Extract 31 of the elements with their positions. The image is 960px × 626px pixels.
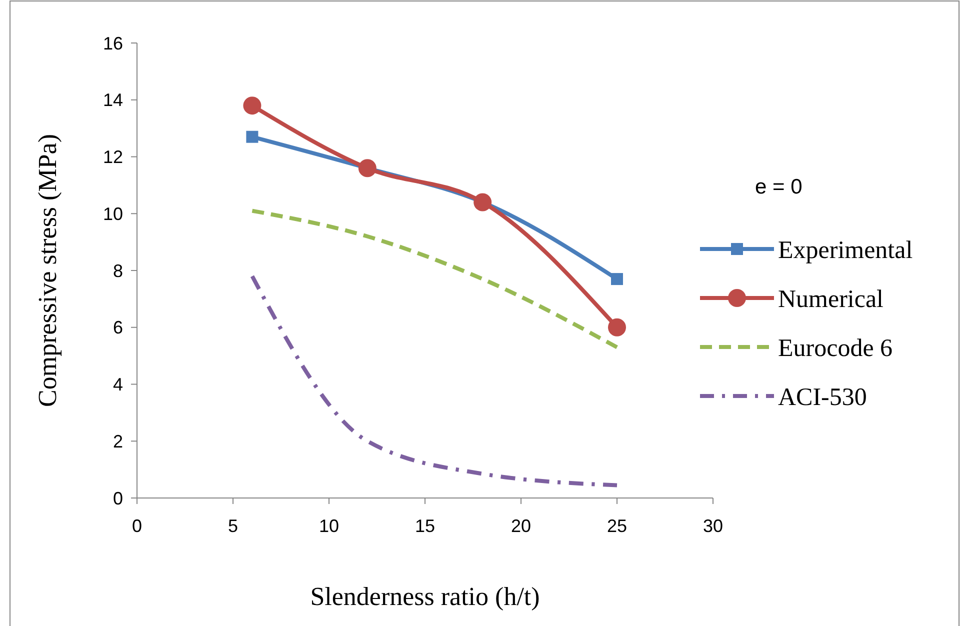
point xyxy=(608,318,626,336)
legend-label: Numerical xyxy=(778,286,884,313)
point xyxy=(246,130,258,143)
y-tick-label: 0 xyxy=(112,488,123,508)
y-tick-label: 2 xyxy=(112,431,123,452)
y-tick-label: 14 xyxy=(102,90,123,110)
legend-label: Experimental xyxy=(778,236,913,264)
y-tick-label: 12 xyxy=(102,147,123,168)
line-series xyxy=(250,274,619,488)
y-tick-label: 16 xyxy=(102,33,123,54)
y-tick-label: 10 xyxy=(102,204,123,224)
line-series xyxy=(250,208,619,350)
y-axis-title: Compressive stress (MPa) xyxy=(33,134,62,407)
x-tick-label: 30 xyxy=(702,516,724,536)
x-tick-label: 15 xyxy=(414,516,436,536)
y-tick-label: 4 xyxy=(112,374,123,395)
x-tick-label: 20 xyxy=(510,516,532,536)
point xyxy=(474,193,492,212)
x-tick-label: 0 xyxy=(132,516,142,536)
legend-title: e = 0 xyxy=(755,175,802,198)
point xyxy=(358,159,376,178)
x-axis-title: Slenderness ratio (h/t) xyxy=(310,582,540,611)
x-tick-label: 25 xyxy=(606,516,628,536)
y-tick-label: 6 xyxy=(112,318,123,338)
legend-label: Eurocode 6 xyxy=(778,334,893,362)
point xyxy=(611,273,623,286)
x-tick-label: 5 xyxy=(228,516,238,536)
legend-label: ACI-530 xyxy=(778,384,867,411)
y-tick-label: 8 xyxy=(112,260,123,281)
x-tick-label: 10 xyxy=(318,516,340,536)
point xyxy=(243,96,262,115)
